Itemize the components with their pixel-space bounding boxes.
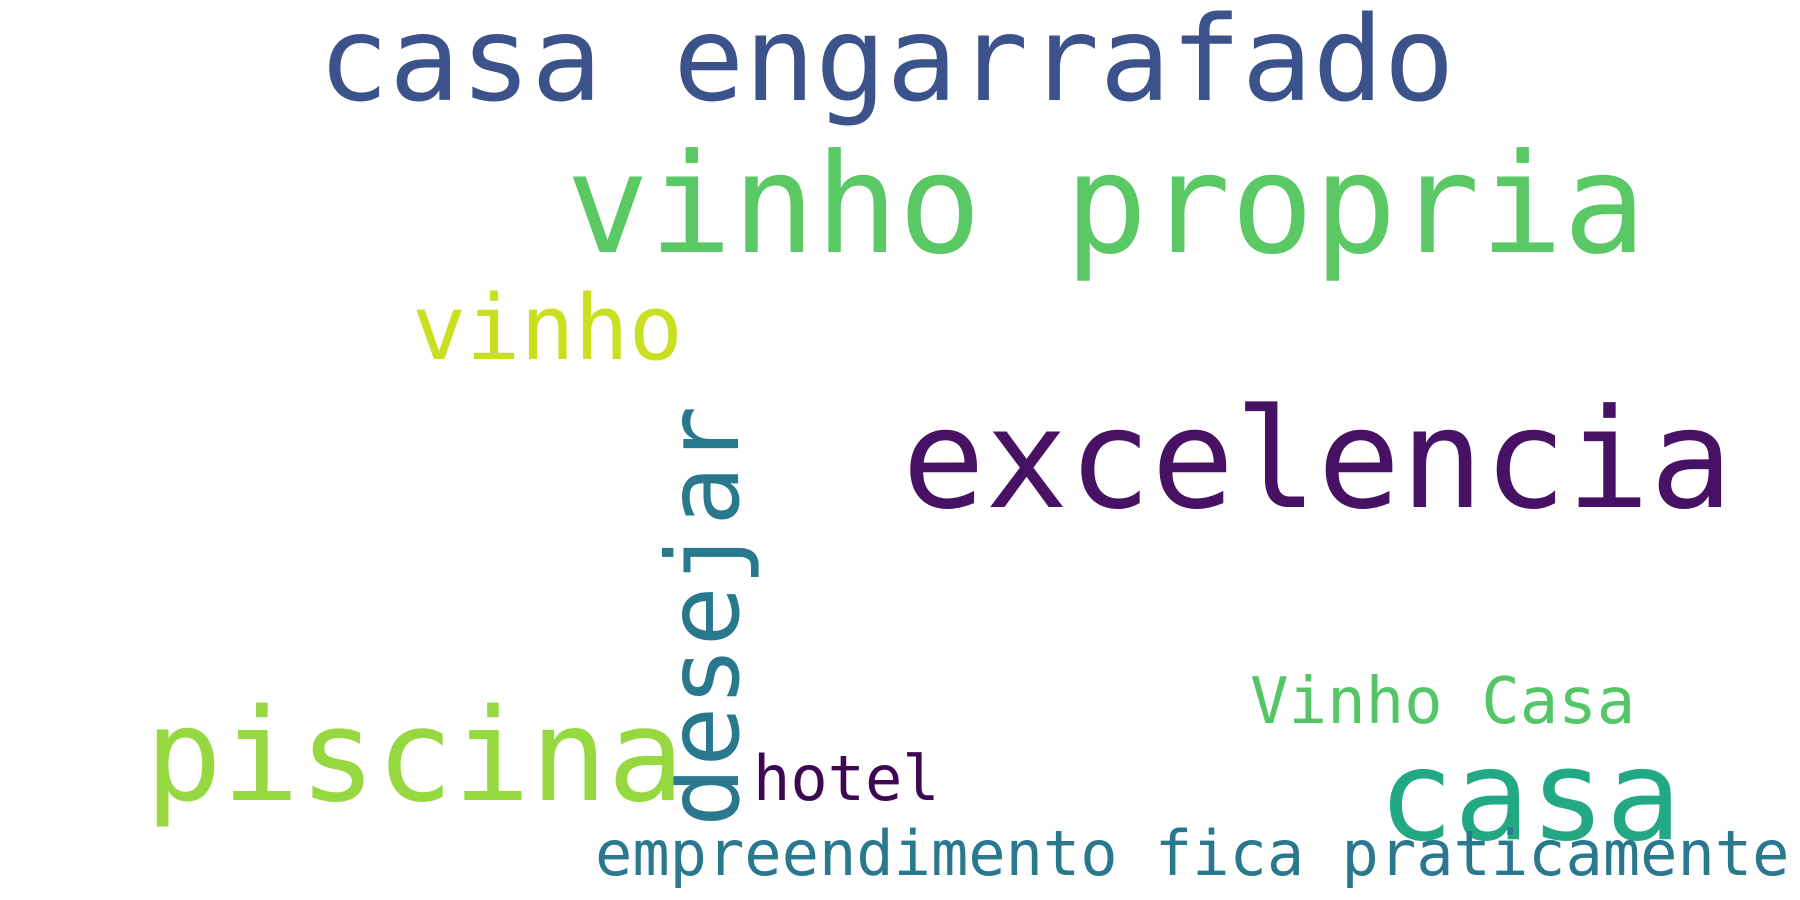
word-vinho: vinho	[412, 276, 683, 381]
word-empreendimento-fica-praticamente: empreendimento fica praticamente	[595, 817, 1790, 890]
word-vinho-propria: vinho propria	[566, 124, 1647, 285]
word-casa: casa	[1378, 722, 1682, 869]
word-excelencia: excelencia	[902, 379, 1733, 540]
word-piscina: piscina	[145, 682, 685, 831]
word-hotel: hotel	[753, 742, 940, 815]
word-vinho-casa: Vinho Casa	[1250, 665, 1636, 739]
word-casa-engarrafado: casa engarrafado	[318, 0, 1455, 128]
